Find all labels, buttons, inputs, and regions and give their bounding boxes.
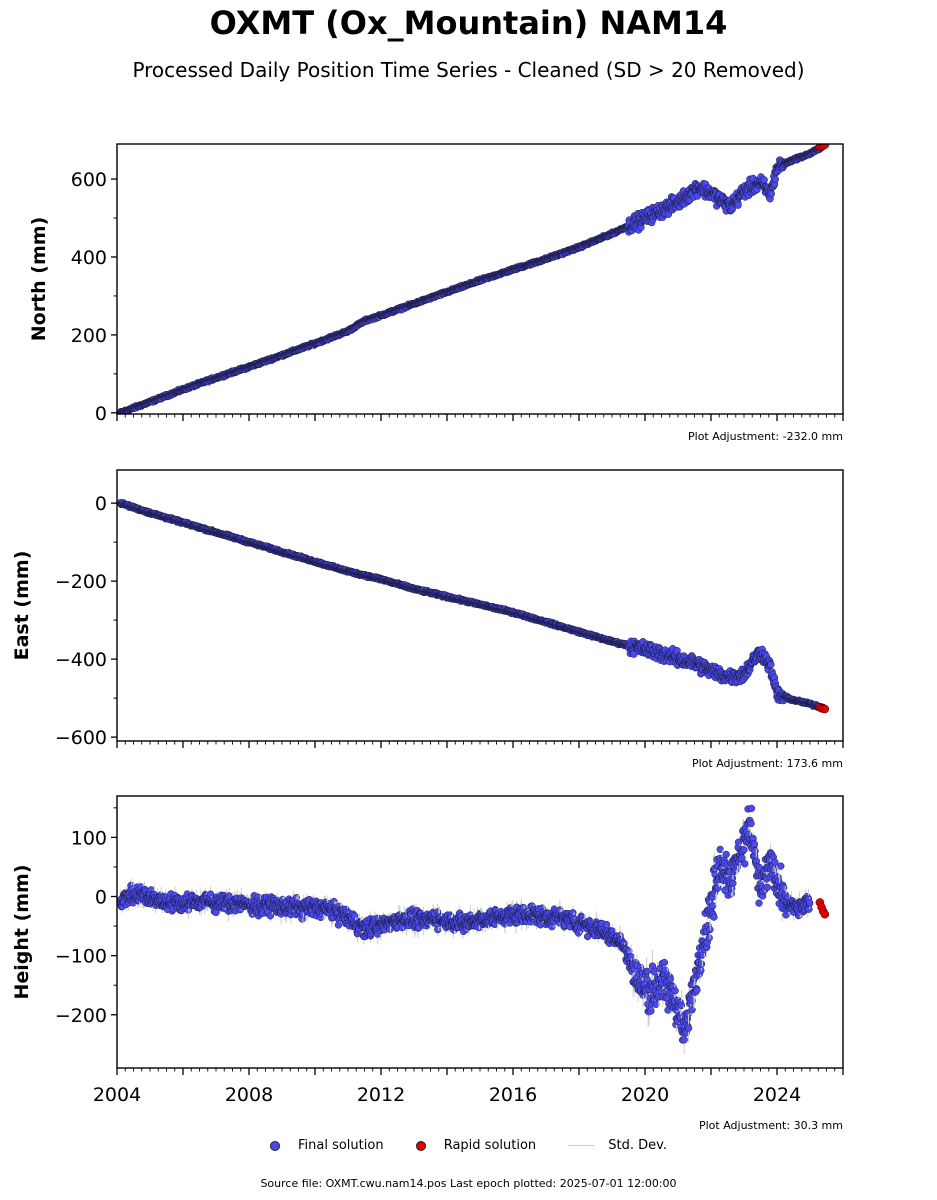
plot-adjustment-label: Plot Adjustment: 173.6 mm bbox=[692, 757, 843, 770]
final-solution-points bbox=[117, 804, 830, 1055]
y-tick-label: 0 bbox=[95, 403, 107, 425]
y-axis-label: North (mm) bbox=[28, 217, 50, 342]
final-solution-point bbox=[206, 890, 215, 898]
final-solution-points bbox=[117, 144, 830, 414]
y-tick-label: −200 bbox=[55, 571, 107, 593]
final-solution-point bbox=[734, 201, 742, 209]
final-solution-point bbox=[673, 646, 681, 655]
rapid-solution-point bbox=[820, 704, 830, 714]
y-tick-label: −600 bbox=[55, 727, 107, 749]
y-tick-label: 200 bbox=[71, 325, 107, 347]
final-solution-point bbox=[760, 176, 768, 184]
chart-subtitle: Processed Daily Position Time Series - C… bbox=[132, 58, 805, 82]
rapid-solution-point bbox=[820, 144, 830, 150]
final-solution-points bbox=[117, 499, 830, 714]
y-axis-label: East (mm) bbox=[11, 551, 33, 661]
final-solution-point bbox=[767, 190, 775, 198]
final-solution-point bbox=[351, 912, 359, 920]
y-tick-label: 0 bbox=[95, 493, 107, 515]
final-solution-point bbox=[767, 660, 775, 669]
chart-title: OXMT (Ox_Mountain) NAM14 bbox=[209, 4, 728, 42]
plot-adjustment-label: Plot Adjustment: -232.0 mm bbox=[688, 430, 843, 443]
y-tick-label: −400 bbox=[55, 649, 107, 671]
final-solution-point bbox=[771, 175, 779, 183]
y-tick-label: 400 bbox=[71, 247, 107, 269]
y-tick-label: 600 bbox=[71, 169, 107, 191]
